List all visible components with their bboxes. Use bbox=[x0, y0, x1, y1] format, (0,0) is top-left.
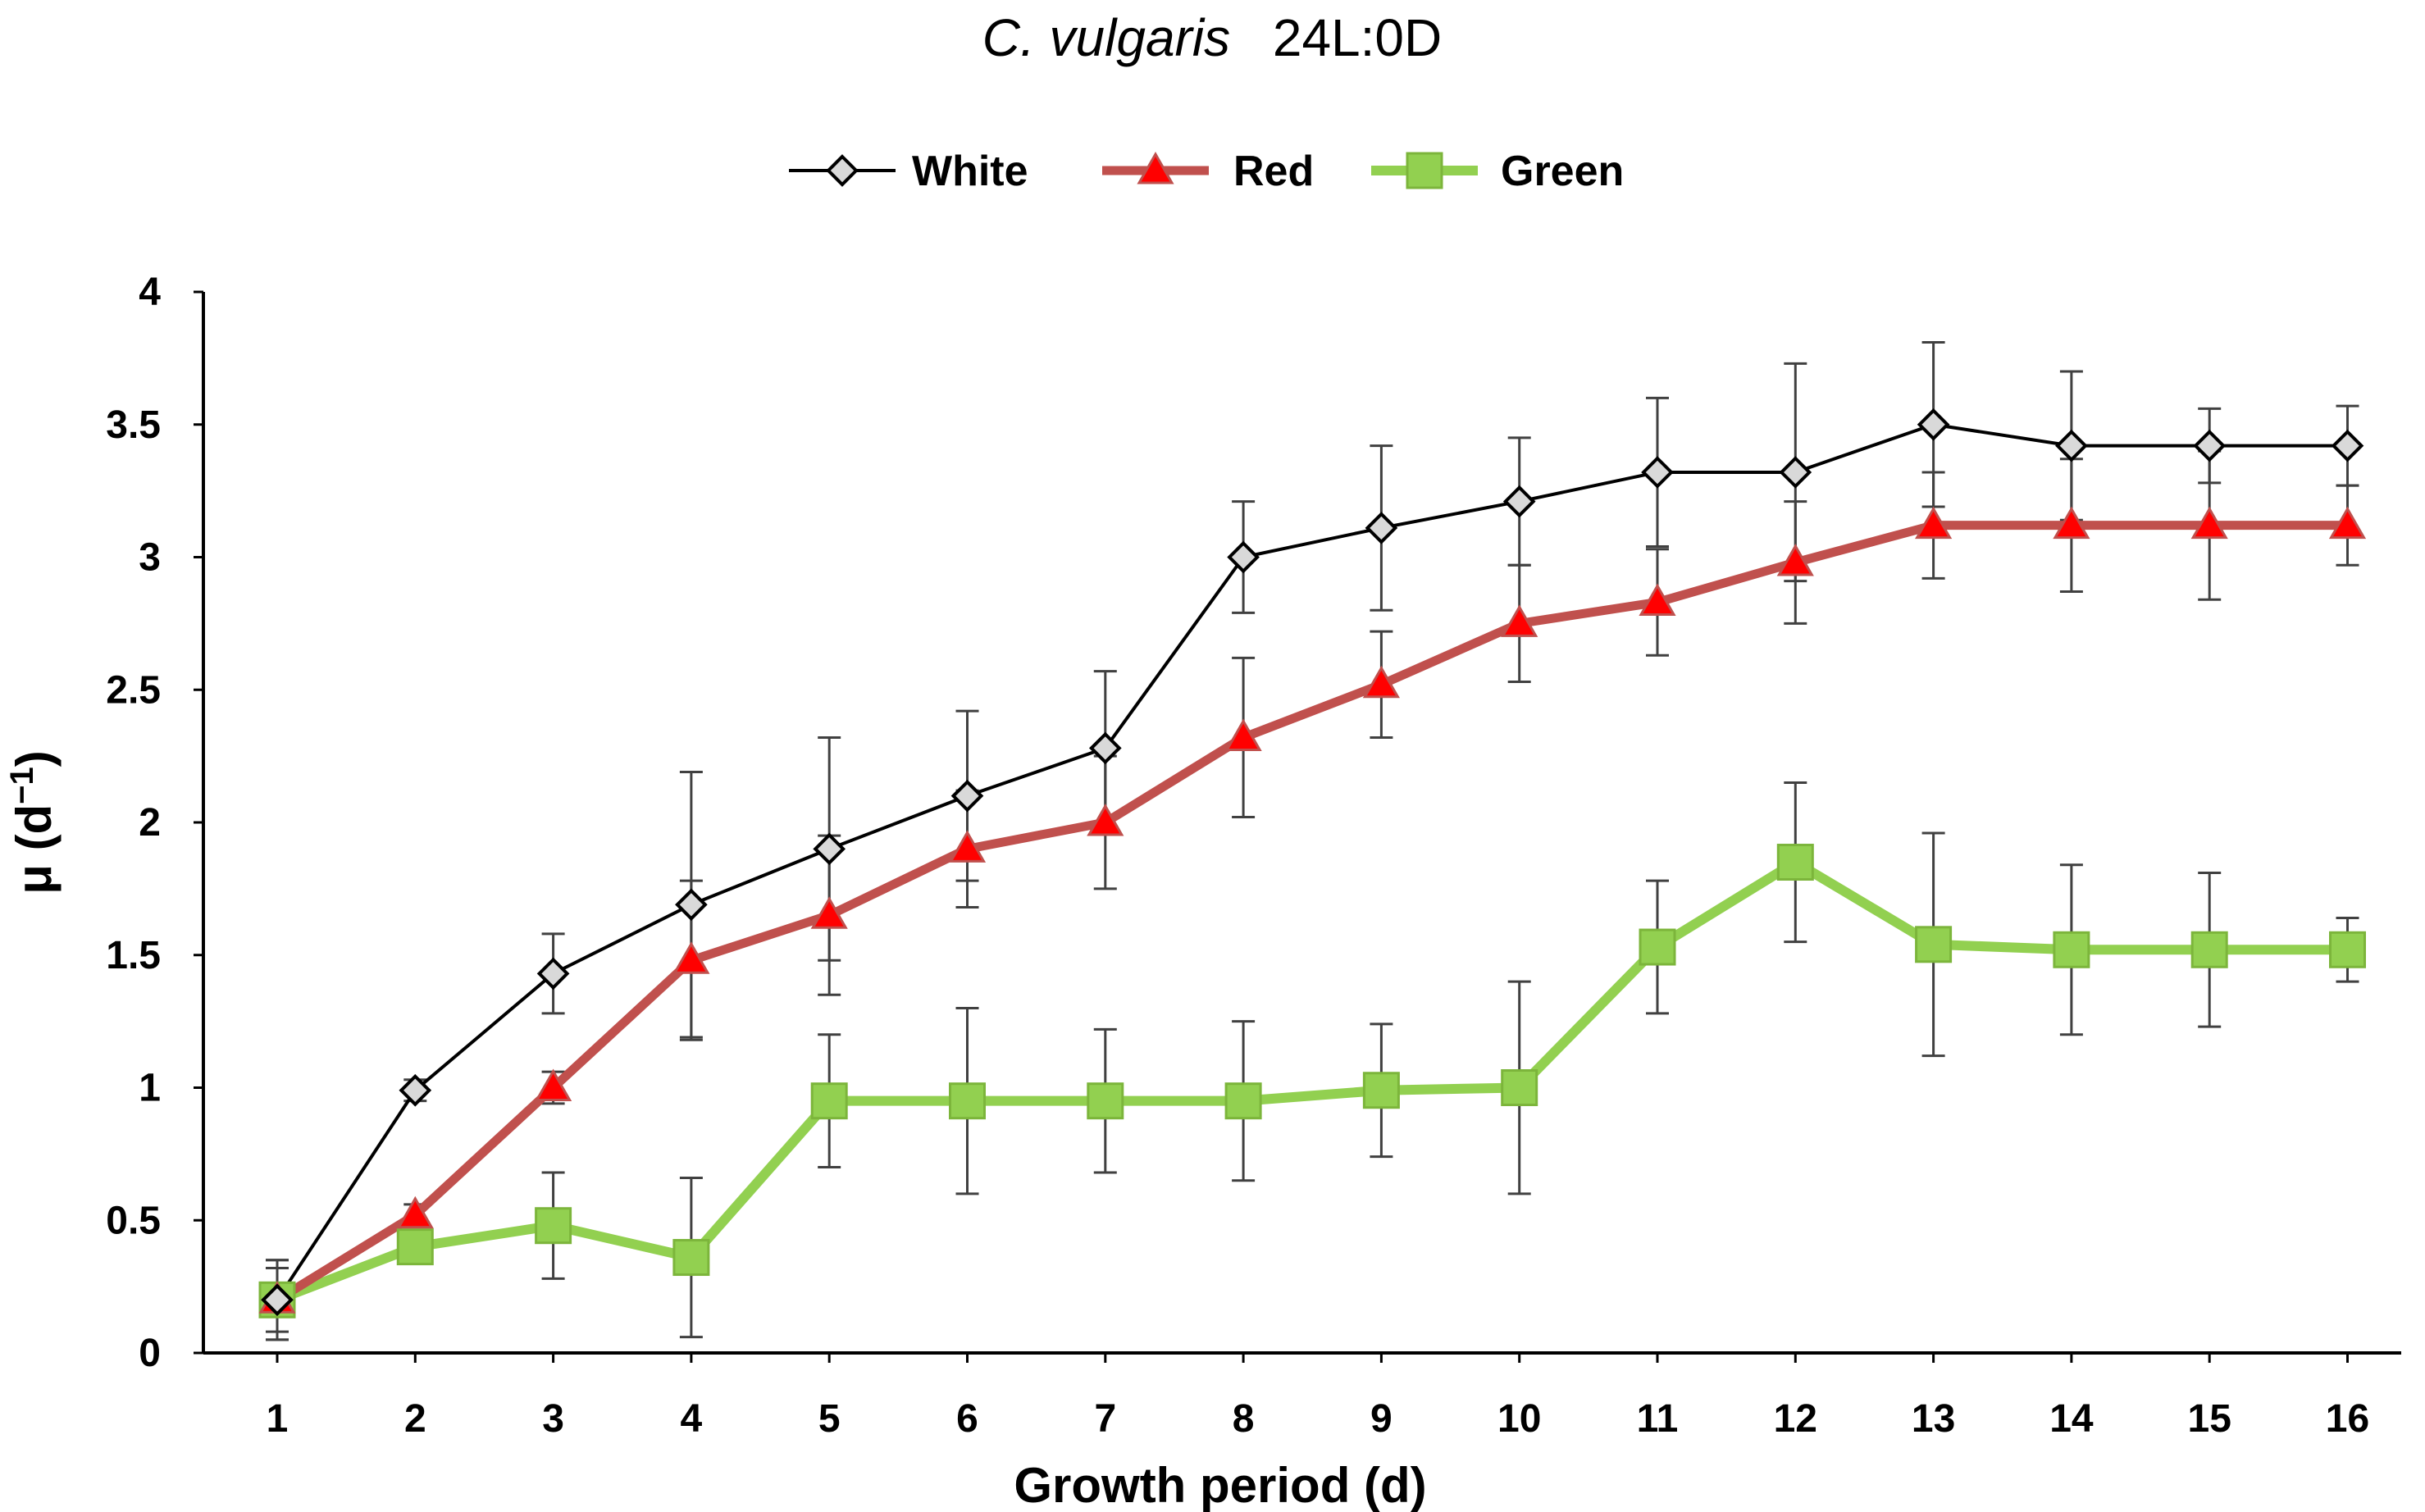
x-axis-ticks: 1 2 3 4 5 6 7 8 9 10 11 12 13 14 15 16 bbox=[267, 1353, 2369, 1441]
white-data-point bbox=[2331, 429, 2364, 462]
white-data-point bbox=[675, 888, 708, 922]
x-tick-label: 14 bbox=[2049, 1397, 2094, 1441]
red-series-line bbox=[275, 521, 2348, 1304]
green-data-point bbox=[2329, 931, 2366, 968]
legend-marker-red bbox=[1137, 151, 1174, 184]
white-data-point bbox=[261, 1283, 294, 1317]
x-tick-label: 10 bbox=[1497, 1397, 1541, 1441]
red-data-point bbox=[1087, 803, 1124, 836]
green-data-point bbox=[1362, 1072, 1400, 1109]
green-data-point bbox=[949, 1082, 986, 1120]
red-data-point bbox=[1224, 718, 1262, 751]
red-data-point bbox=[1915, 506, 1953, 540]
y-axis-label: μ (d−1) bbox=[4, 750, 62, 895]
white-data-point bbox=[1365, 512, 1398, 544]
y-tick-label: 4 bbox=[139, 271, 161, 314]
red-data-point bbox=[535, 1068, 572, 1101]
x-tick-label: 2 bbox=[404, 1397, 426, 1441]
error-bars bbox=[266, 340, 2359, 1341]
white-data-point bbox=[2193, 429, 2227, 462]
y-tick-label: 0.5 bbox=[106, 1199, 161, 1242]
green-series-line bbox=[275, 857, 2348, 1305]
green-data-point bbox=[1501, 1069, 1538, 1106]
green-data-point bbox=[810, 1082, 848, 1120]
white-data-point bbox=[1779, 456, 1812, 489]
red-data-point bbox=[1362, 665, 1400, 699]
red-data-point bbox=[672, 941, 710, 974]
white-data-point bbox=[1641, 456, 1674, 489]
green-data-point bbox=[672, 1239, 710, 1277]
legend-label-red: Red bbox=[1233, 148, 1314, 195]
series-markers bbox=[258, 408, 2367, 1318]
x-tick-label: 16 bbox=[2326, 1397, 2369, 1441]
white-data-point bbox=[1917, 408, 1950, 441]
red-data-point bbox=[1501, 604, 1538, 637]
green-data-point bbox=[1087, 1082, 1124, 1120]
white-data-point bbox=[1227, 540, 1260, 574]
red-data-point bbox=[1639, 583, 1676, 616]
legend-label-green: Green bbox=[1501, 148, 1624, 195]
green-data-point bbox=[1915, 926, 1953, 963]
legend-label-white: White bbox=[912, 148, 1028, 195]
green-data-point bbox=[1224, 1082, 1262, 1120]
green-data-point bbox=[1639, 928, 1676, 966]
red-data-point bbox=[2190, 506, 2228, 540]
y-tick-label: 3.5 bbox=[106, 403, 161, 447]
x-tick-label: 15 bbox=[2188, 1397, 2231, 1441]
y-tick-label: 2.5 bbox=[106, 668, 161, 712]
red-data-point bbox=[2328, 506, 2367, 540]
series-lines bbox=[275, 422, 2348, 1305]
chart-title: C. vulgaris 24L:0D bbox=[982, 8, 1442, 67]
x-tick-label: 12 bbox=[1774, 1397, 1817, 1441]
legend-marker-white bbox=[826, 154, 859, 187]
y-axis-label-close: ) bbox=[7, 750, 62, 767]
x-tick-label: 5 bbox=[818, 1397, 841, 1441]
x-tick-label: 3 bbox=[542, 1397, 564, 1441]
white-data-point bbox=[399, 1073, 432, 1107]
x-tick-label: 7 bbox=[1094, 1397, 1116, 1441]
y-tick-label: 0 bbox=[139, 1332, 161, 1375]
red-data-point bbox=[2053, 506, 2090, 540]
green-data-point bbox=[396, 1228, 434, 1266]
y-tick-label: 1 bbox=[139, 1067, 161, 1110]
y-axis-label-sup: −1 bbox=[4, 767, 40, 804]
white-series-line bbox=[276, 422, 2348, 1301]
x-tick-label: 8 bbox=[1233, 1397, 1255, 1441]
title-condition: 24L:0D bbox=[1273, 8, 1442, 67]
legend-marker-green bbox=[1406, 152, 1443, 189]
legend-item-white: White bbox=[789, 148, 1028, 195]
x-tick-label: 13 bbox=[1912, 1397, 1955, 1441]
x-tick-label: 9 bbox=[1370, 1397, 1393, 1441]
white-data-point bbox=[1088, 731, 1122, 765]
white-data-point bbox=[950, 779, 984, 813]
x-tick-label: 11 bbox=[1637, 1397, 1679, 1441]
white-data-point bbox=[2055, 429, 2088, 462]
legend: White Red Green bbox=[789, 148, 1624, 195]
white-data-point bbox=[536, 957, 570, 991]
legend-item-red: Red bbox=[1102, 148, 1314, 195]
y-tick-label: 3 bbox=[139, 536, 161, 580]
red-data-point bbox=[810, 896, 848, 929]
x-tick-label: 1 bbox=[267, 1397, 289, 1441]
green-data-point bbox=[535, 1207, 572, 1245]
white-data-point bbox=[813, 832, 846, 866]
y-axis-ticks: 0 0.5 1 1.5 2 2.5 3 3.5 4 bbox=[106, 271, 203, 1375]
y-axis-label-main: μ (d bbox=[7, 804, 62, 895]
legend-item-green: Green bbox=[1371, 148, 1624, 195]
green-data-point bbox=[2053, 931, 2090, 968]
title-species: C. vulgaris bbox=[982, 8, 1230, 67]
red-data-point bbox=[1776, 543, 1814, 576]
red-data-point bbox=[948, 830, 987, 863]
y-tick-label: 1.5 bbox=[106, 934, 161, 977]
x-tick-label: 4 bbox=[681, 1397, 703, 1441]
y-tick-label: 2 bbox=[139, 801, 161, 845]
white-data-point bbox=[1502, 485, 1536, 518]
green-data-point bbox=[1776, 844, 1814, 881]
x-tick-label: 6 bbox=[956, 1397, 978, 1441]
green-data-point bbox=[2190, 931, 2228, 968]
x-axis-label: Growth period (d) bbox=[1014, 1458, 1426, 1512]
red-data-point bbox=[396, 1195, 434, 1229]
